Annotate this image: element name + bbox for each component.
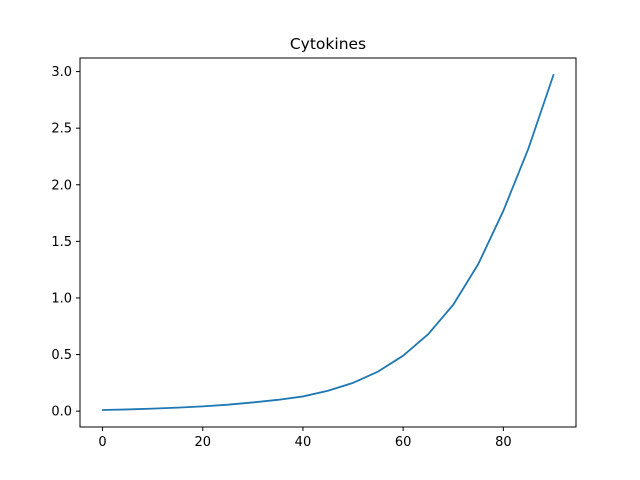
y-tick-label: 2.0 xyxy=(51,178,72,193)
y-tick-label: 0.0 xyxy=(51,405,72,420)
plot-frame xyxy=(79,57,577,428)
x-tick-label: 60 xyxy=(395,435,412,450)
x-tick-label: 80 xyxy=(495,435,512,450)
x-tick-label: 0 xyxy=(98,435,106,450)
y-tick-label: 1.5 xyxy=(51,235,72,250)
y-tick-label: 1.0 xyxy=(51,291,72,306)
y-tick-label: 2.5 xyxy=(51,122,72,137)
x-tick-label: 20 xyxy=(194,435,211,450)
y-tick-label: 0.5 xyxy=(51,348,72,363)
series-line xyxy=(101,74,555,411)
chart-title: Cytokines xyxy=(290,35,366,53)
y-tick-label: 3.0 xyxy=(51,65,72,80)
x-tick-label: 40 xyxy=(295,435,312,450)
